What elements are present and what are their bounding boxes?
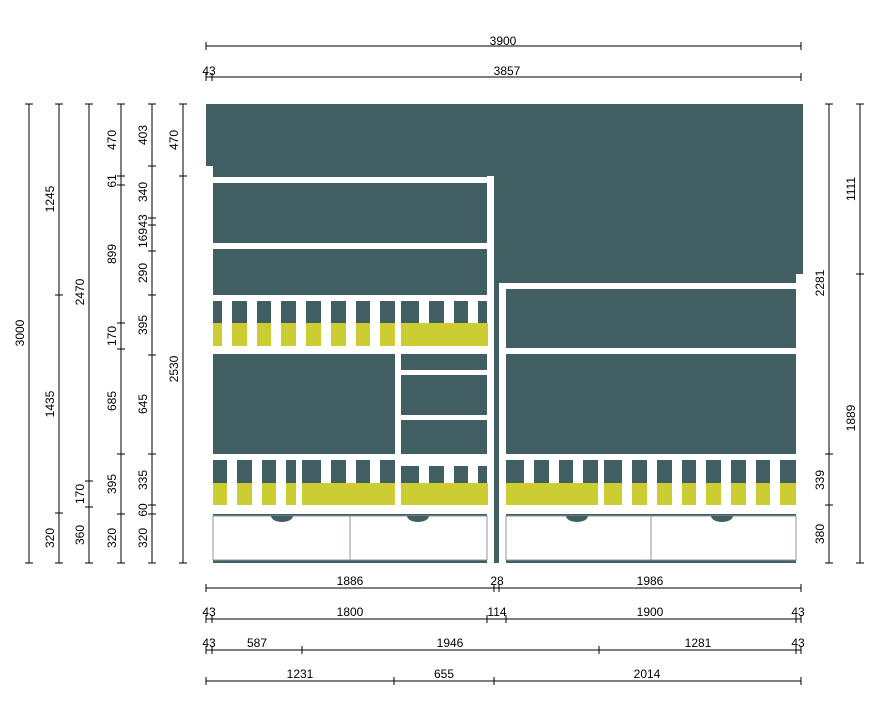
left-post-inner: [487, 176, 494, 563]
left-top-rail-lower: [213, 243, 490, 249]
dim-label: 645: [136, 394, 150, 414]
dim-label: 2281: [813, 269, 827, 296]
drawer: [650, 515, 797, 561]
dim-label: 470: [167, 130, 181, 150]
dimension-labels: 3900 43 3857 3000 1245 1435 320 2470 170…: [13, 34, 858, 681]
dim-label: 1245: [43, 185, 57, 212]
dim-label: 43: [791, 636, 805, 650]
dim-label-top-inner: 3857: [494, 64, 521, 78]
right-lower-guard-rail: [506, 454, 796, 460]
right-bunk-bed: [499, 274, 803, 563]
dim-label: 360: [73, 525, 87, 545]
dim-label-top-total: 3900: [490, 34, 517, 48]
left-top-rail-upper: [213, 177, 490, 183]
left-upper-slats: [222, 301, 478, 346]
dim-label: 1111: [844, 177, 858, 201]
dim-label: 335: [136, 470, 150, 490]
right-top-rail: [506, 283, 796, 289]
drawer-handle-icon: [566, 516, 588, 522]
right-lower-slats: [524, 454, 780, 505]
left-lower-base-rail: [213, 505, 490, 514]
dim-label: 43: [202, 636, 216, 650]
dim-label: 60: [136, 503, 150, 517]
left-drawers: [212, 515, 488, 561]
dim-label: 2470: [73, 278, 87, 305]
dim-label: 470: [105, 130, 119, 150]
elevation: [206, 104, 803, 563]
dim-label: 2530: [167, 355, 181, 382]
dim-label: 114: [487, 605, 506, 619]
left-bunk-bed: [206, 166, 494, 563]
dim-label: 61: [105, 174, 119, 188]
ladder: [395, 295, 488, 505]
dim-label: 43: [202, 605, 216, 619]
dim-label-total-height: 3000: [13, 319, 27, 346]
dim-label-top-offset: 43: [202, 64, 216, 78]
ladder-rung: [401, 415, 488, 420]
dim-label: 395: [136, 315, 150, 335]
dim-label: 43: [136, 214, 150, 228]
dim-label: 43: [791, 605, 805, 619]
dim-label: 685: [105, 391, 119, 411]
dim-label: 1900: [637, 605, 664, 619]
drawer-handle-icon: [271, 516, 293, 522]
dim-label: 320: [105, 528, 119, 548]
dim-label: 1889: [844, 404, 858, 431]
dim-label: 1946: [437, 636, 464, 650]
left-lower-guard-rail: [213, 454, 490, 460]
dim-label: 1986: [637, 574, 664, 588]
dim-label: 587: [247, 636, 267, 650]
drawer: [505, 515, 652, 561]
ladder-rail-left: [395, 295, 401, 505]
dim-label: 655: [434, 667, 454, 681]
dim-label: 380: [813, 524, 827, 544]
right-post-outer: [796, 274, 803, 563]
dim-label: 1435: [43, 390, 57, 417]
dim-label: 170: [105, 326, 119, 346]
left-lower-slats: [227, 454, 478, 505]
right-lower-base-rail: [506, 505, 796, 514]
ladder-rung: [401, 370, 488, 375]
dim-label: 28: [490, 574, 504, 588]
left-upper-base-rail: [213, 346, 490, 354]
left-post-outer: [206, 166, 213, 563]
dim-label: 403: [136, 125, 150, 145]
drawer-handle-icon: [407, 516, 429, 522]
dim-label: 2014: [634, 667, 661, 681]
right-post-inner: [499, 283, 506, 563]
right-drawers: [505, 515, 797, 561]
right-mid-rail: [506, 348, 796, 354]
dim-label: 1800: [337, 605, 364, 619]
dim-label: 339: [813, 470, 827, 490]
drawer: [349, 515, 488, 561]
dim-label: 1231: [287, 667, 314, 681]
dim-label: 340: [136, 182, 150, 202]
left-upper-guard-rail: [213, 295, 490, 301]
dim-label: 1281: [685, 636, 712, 650]
dim-label: 290: [136, 263, 150, 283]
ladder-rung: [401, 460, 488, 466]
dim-label: 320: [136, 528, 150, 548]
dim-label: 169: [136, 228, 150, 248]
dim-label: 1886: [337, 574, 364, 588]
dim-label: 320: [43, 528, 57, 548]
drawer-handle-icon: [711, 516, 733, 522]
dimension-lines: [25, 42, 864, 685]
dim-label: 899: [105, 244, 119, 264]
dim-label: 395: [105, 474, 119, 494]
dim-label: 170: [73, 484, 87, 504]
drawer: [212, 515, 351, 561]
